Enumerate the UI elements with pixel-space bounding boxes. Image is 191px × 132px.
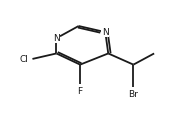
Text: N: N <box>53 34 60 43</box>
Text: Br: Br <box>129 90 138 99</box>
Text: N: N <box>102 28 109 37</box>
Text: Cl: Cl <box>19 55 28 64</box>
Text: F: F <box>78 87 83 96</box>
